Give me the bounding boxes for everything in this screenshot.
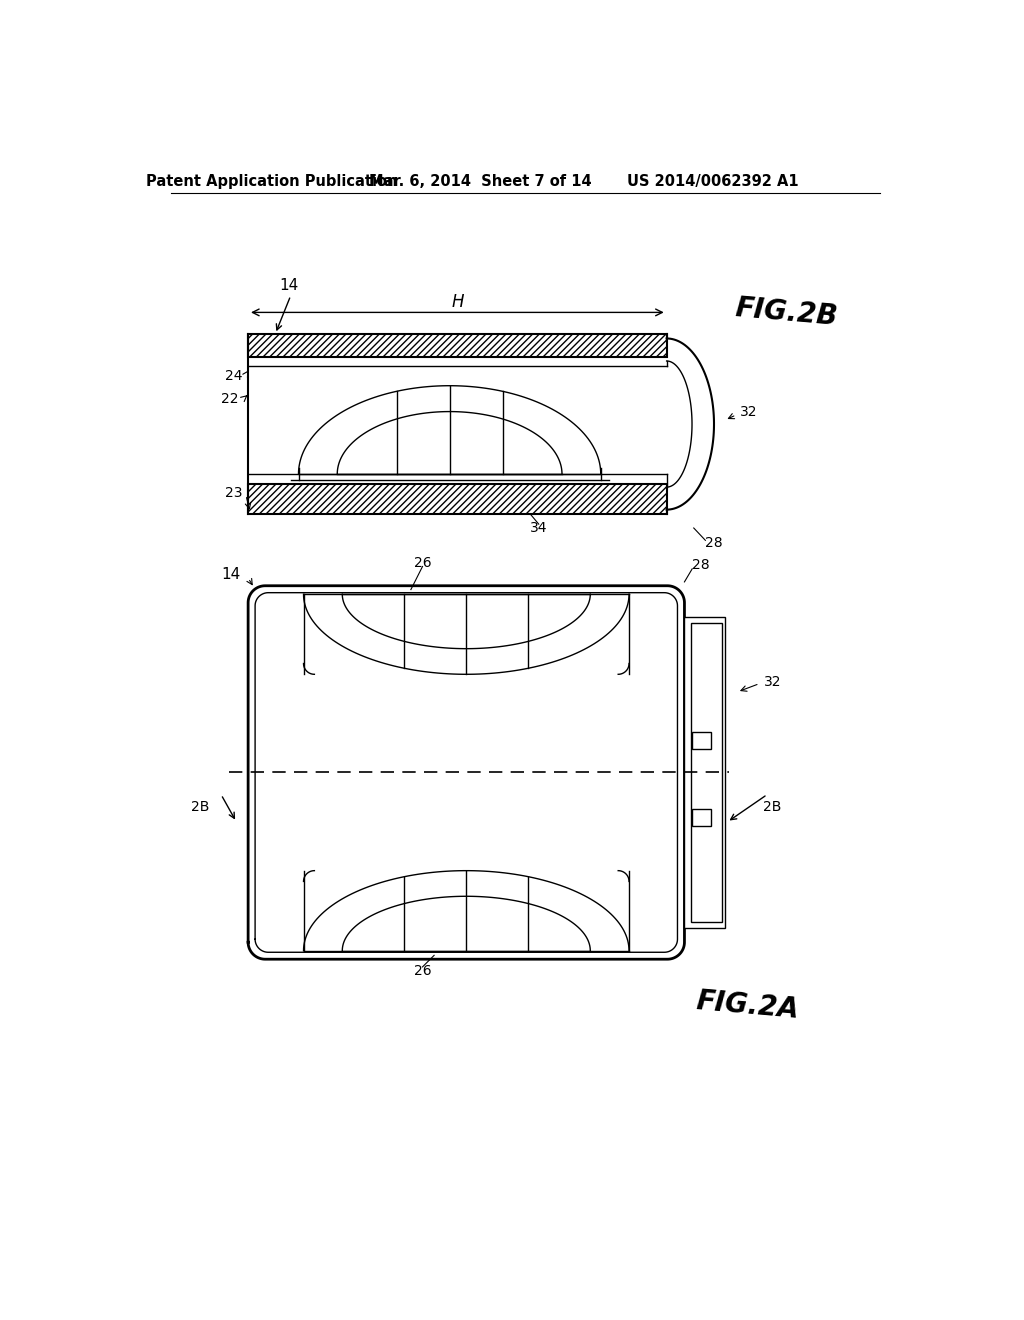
Text: 28: 28 xyxy=(692,558,710,572)
Text: 34: 34 xyxy=(530,521,548,535)
Text: Patent Application Publication: Patent Application Publication xyxy=(145,174,397,189)
Text: 14: 14 xyxy=(280,279,298,293)
Text: 14: 14 xyxy=(221,566,241,582)
Text: 28: 28 xyxy=(706,536,723,550)
Text: US 2014/0062392 A1: US 2014/0062392 A1 xyxy=(628,174,799,189)
Bar xyxy=(692,809,711,826)
Text: FIG.2A: FIG.2A xyxy=(695,987,801,1024)
Text: H: H xyxy=(452,293,464,310)
Bar xyxy=(248,334,667,358)
Bar xyxy=(692,733,711,750)
Text: 23: 23 xyxy=(225,486,243,500)
Text: 24: 24 xyxy=(225,368,243,383)
Text: FIG.2B: FIG.2B xyxy=(734,294,840,331)
Text: 2B: 2B xyxy=(191,800,209,813)
Text: Mar. 6, 2014  Sheet 7 of 14: Mar. 6, 2014 Sheet 7 of 14 xyxy=(370,174,592,189)
Bar xyxy=(248,484,667,515)
Text: 22: 22 xyxy=(221,392,239,405)
Text: 26: 26 xyxy=(414,964,431,978)
Text: 32: 32 xyxy=(764,675,781,689)
Text: 32: 32 xyxy=(740,405,758,420)
Bar xyxy=(690,623,722,923)
Bar xyxy=(684,616,725,928)
Text: 26: 26 xyxy=(414,556,431,570)
Text: 2B: 2B xyxy=(764,800,782,813)
